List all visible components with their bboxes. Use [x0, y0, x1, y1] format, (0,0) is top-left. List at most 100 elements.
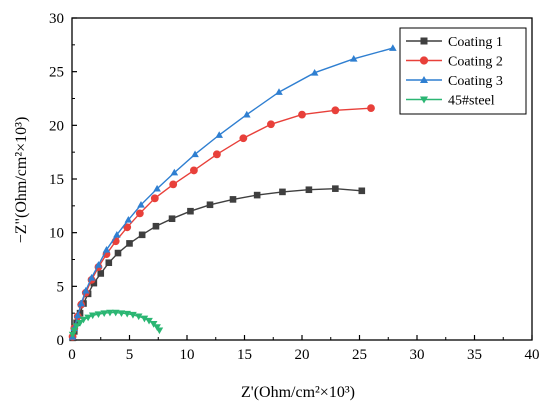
data-point [298, 110, 306, 119]
axes-layer: 0 5 10 15 20 25 30 35 40 0 5 10 15 20 25 30 [49, 11, 540, 363]
data-point [305, 186, 313, 194]
data-point [134, 313, 143, 321]
data-point [94, 261, 103, 268]
y-tick-label: 0 [57, 333, 65, 349]
x-tick-label: 35 [467, 347, 482, 363]
legend-swatch-marker [419, 96, 429, 104]
data-point [152, 222, 160, 230]
y-axis-title: −Z"(Ohm/cm²×10³) [13, 117, 30, 244]
data-point [129, 311, 137, 319]
data-point [389, 44, 397, 51]
data-point [76, 319, 84, 327]
data-point [229, 196, 237, 203]
data-point [239, 134, 248, 143]
series-line [71, 47, 394, 337]
x-tick-label: 10 [180, 347, 195, 363]
data-point [77, 299, 85, 307]
series-3 [68, 44, 397, 340]
data-point [124, 215, 133, 223]
data-point [170, 168, 179, 176]
series-4 [68, 309, 164, 339]
data-point [187, 207, 194, 215]
series-2 [68, 104, 375, 341]
series-1 [69, 185, 366, 342]
legend-label: Coating 3 [448, 74, 503, 89]
data-point [213, 150, 221, 159]
series-layer [68, 44, 397, 342]
data-point [76, 309, 84, 317]
data-point [253, 191, 261, 199]
data-point [135, 209, 144, 218]
data-point [84, 314, 92, 322]
data-point [206, 201, 214, 209]
data-point [97, 270, 105, 277]
data-point [100, 310, 108, 317]
data-point [367, 104, 375, 113]
data-point [358, 187, 366, 195]
data-point [72, 323, 81, 330]
data-point [215, 131, 223, 138]
legend-label: Coating 1 [448, 35, 503, 50]
data-point [126, 240, 133, 247]
data-point [150, 194, 159, 203]
data-point [111, 309, 120, 317]
legend-swatch-marker [419, 56, 429, 65]
data-point [106, 309, 114, 317]
y-tick-label: 5 [57, 279, 65, 295]
data-point [331, 106, 340, 115]
data-point [191, 150, 199, 158]
x-tick-label: 0 [68, 347, 76, 363]
legend-swatch-marker [419, 75, 429, 84]
data-point [137, 200, 145, 208]
x-tick-label: 40 [525, 347, 540, 363]
data-point [123, 310, 131, 318]
y-tick-label: 20 [49, 118, 64, 134]
data-point [155, 327, 164, 335]
data-point [332, 185, 339, 192]
data-point [123, 223, 132, 232]
x-tick-label: 5 [126, 347, 134, 363]
x-tick-label: 15 [237, 347, 252, 363]
data-point [94, 311, 103, 319]
legend-label: 45#steel [448, 94, 495, 109]
data-point [114, 249, 122, 257]
data-point [70, 327, 79, 335]
data-point [79, 316, 88, 324]
data-point [138, 231, 146, 239]
data-point [87, 273, 96, 281]
y-tick-label: 10 [49, 226, 64, 242]
y-tick-label: 15 [49, 172, 64, 188]
data-point [279, 188, 286, 196]
data-point [82, 286, 90, 294]
series-line [71, 107, 372, 337]
data-point [113, 231, 121, 238]
data-point [102, 246, 111, 253]
x-tick-label: 30 [410, 347, 425, 363]
data-point [105, 259, 113, 267]
y-tick-label: 30 [49, 11, 64, 27]
data-point [310, 68, 319, 76]
data-point [88, 312, 97, 320]
x-axis-title: Z'(Ohm/cm²×10³) [241, 384, 355, 401]
data-point [349, 54, 358, 62]
x-tick-label: 20 [295, 347, 310, 363]
data-point [168, 215, 176, 223]
legend: Coating 1 Coating 2 Coating 3 45#steel [399, 27, 527, 115]
data-point [73, 311, 82, 319]
data-point [190, 166, 198, 175]
data-point [145, 317, 153, 325]
legend-label: Coating 2 [448, 55, 503, 70]
x-tick-label: 25 [352, 347, 367, 363]
data-point [117, 310, 126, 317]
y-tick-label: 25 [49, 65, 64, 81]
data-point [243, 110, 251, 118]
legend-swatch-marker [420, 37, 428, 45]
data-point [267, 120, 275, 129]
data-point [153, 184, 161, 192]
data-point [140, 315, 149, 323]
data-point [90, 279, 98, 287]
data-point [169, 180, 178, 189]
data-point [275, 88, 283, 95]
